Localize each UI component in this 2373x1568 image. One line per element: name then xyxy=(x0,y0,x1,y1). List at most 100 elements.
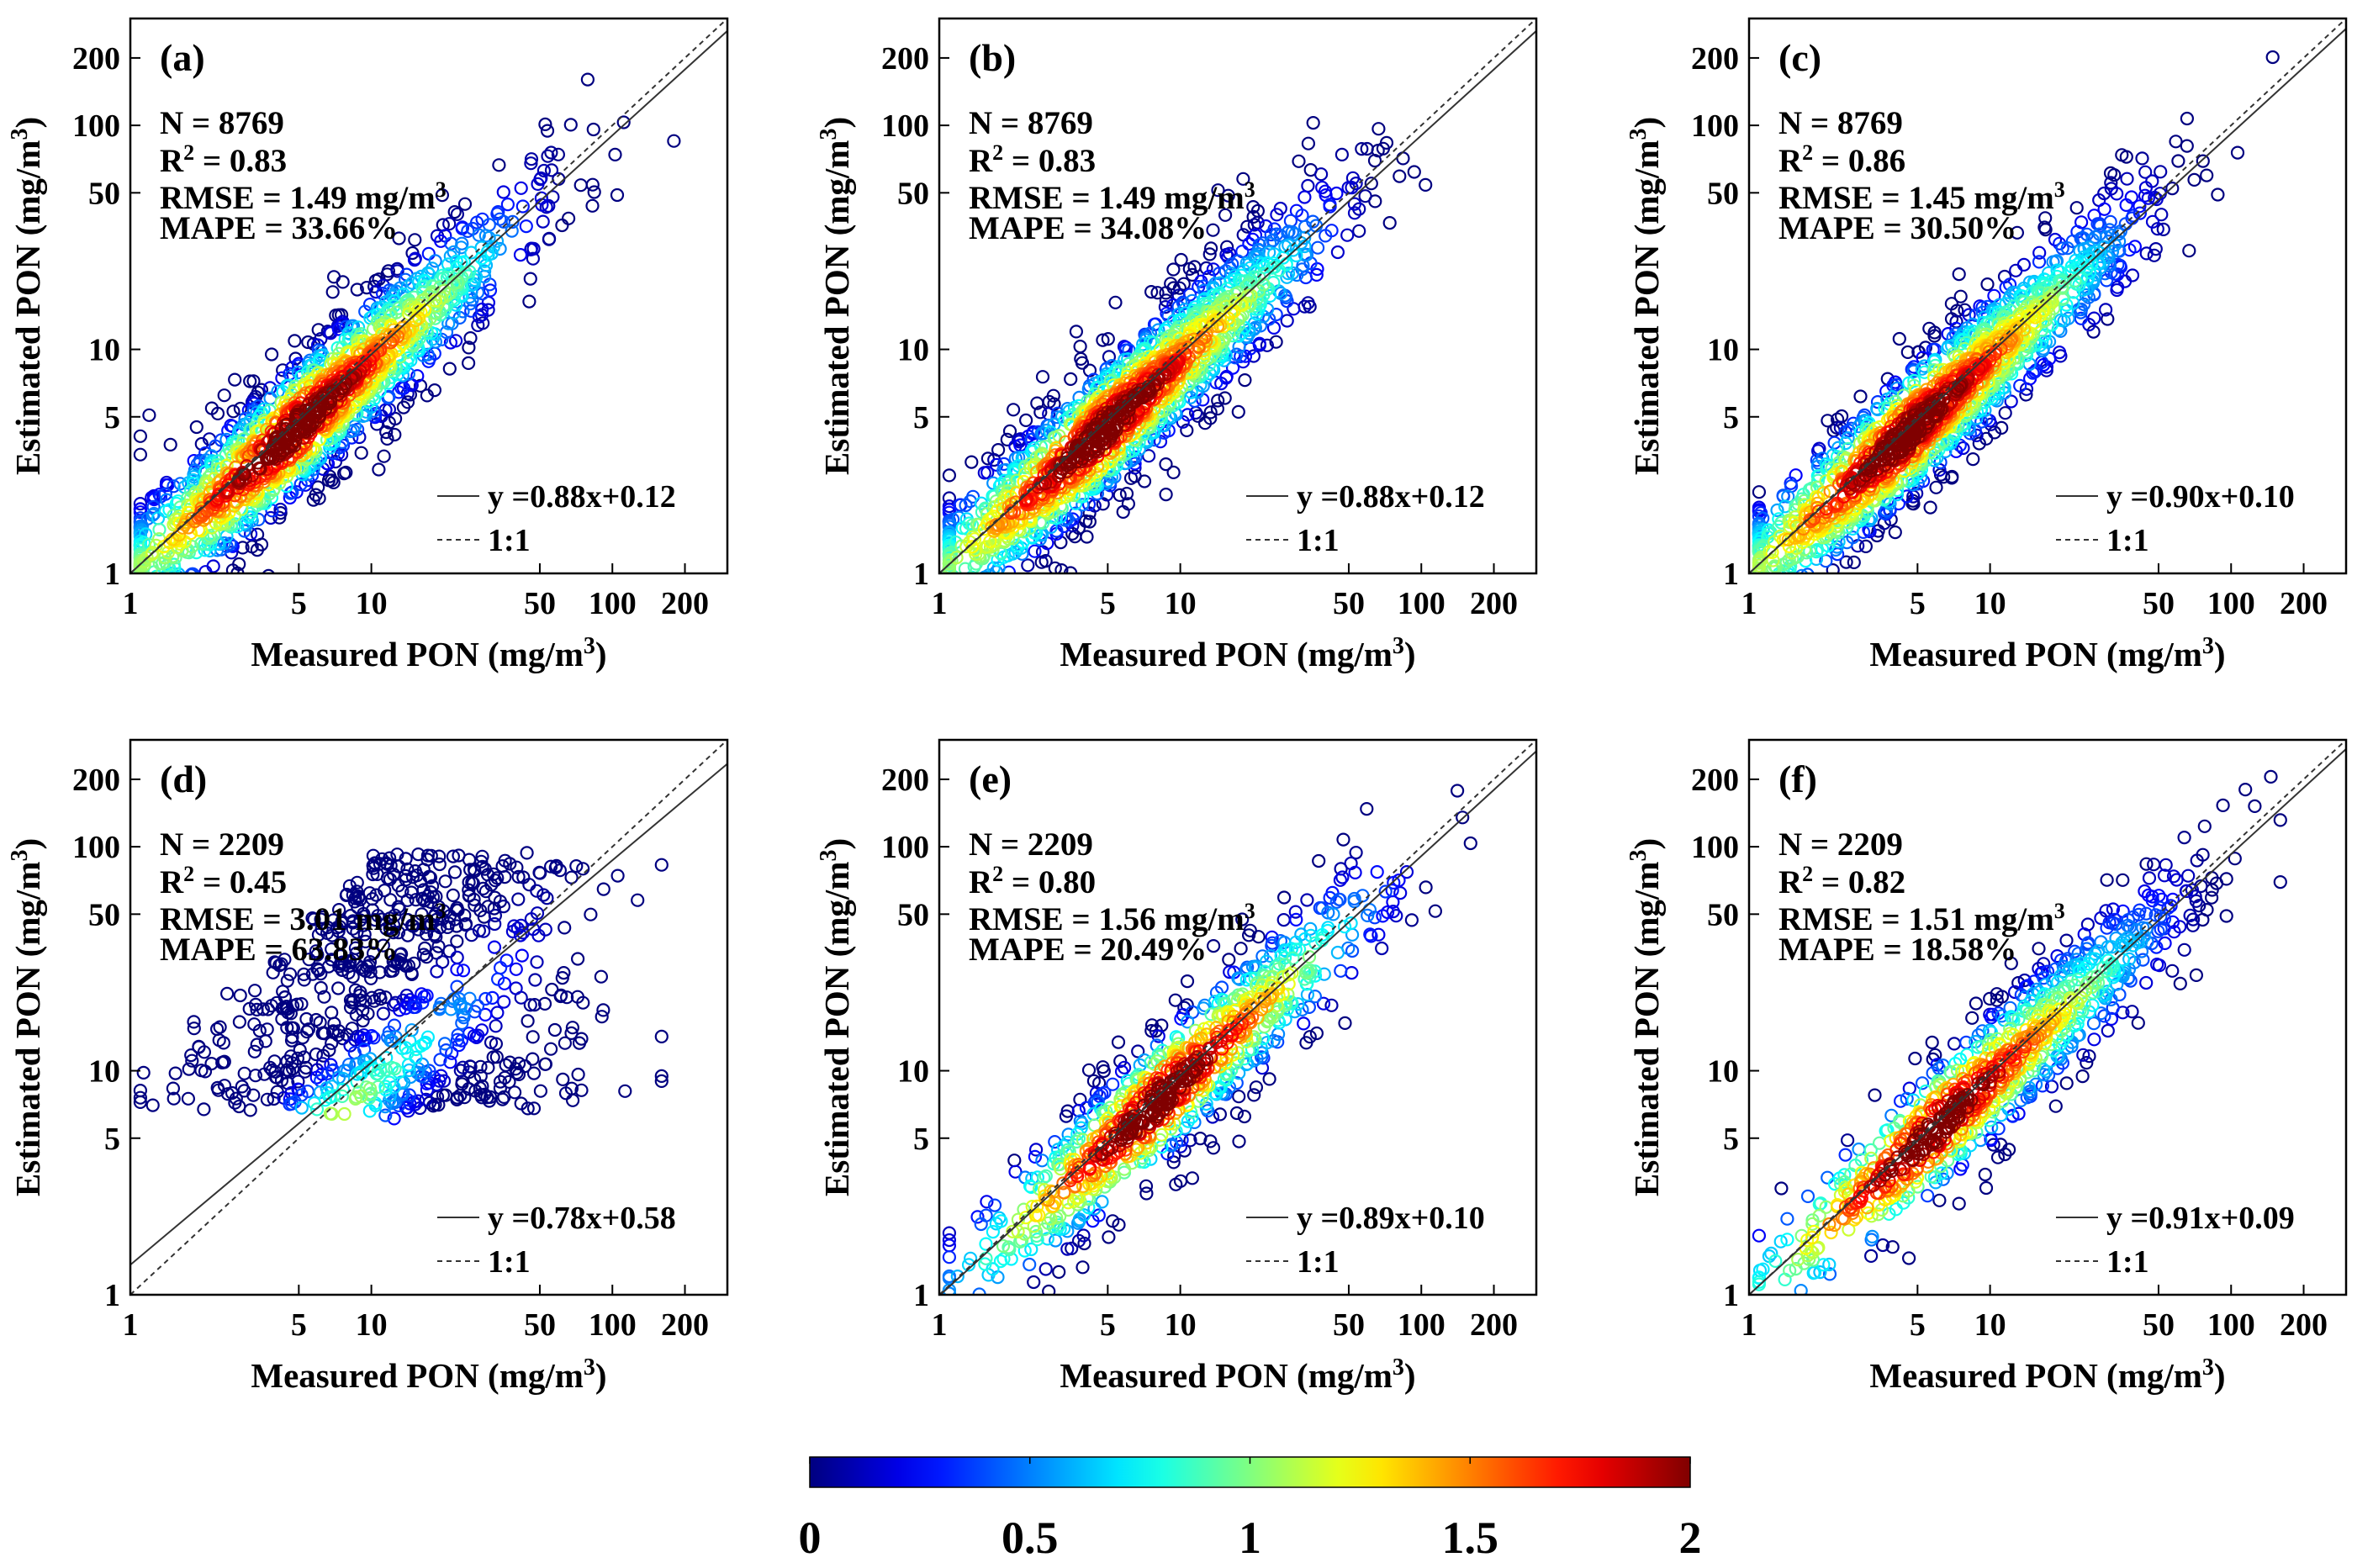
data-point xyxy=(309,944,323,958)
data-point xyxy=(156,587,167,599)
data-point xyxy=(997,580,1009,592)
data-point xyxy=(2111,280,2125,294)
data-point xyxy=(158,616,170,628)
data-point xyxy=(317,990,331,1004)
data-point xyxy=(166,613,178,625)
data-point xyxy=(1023,606,1035,618)
data-point xyxy=(1048,561,1062,573)
data-point xyxy=(282,431,296,446)
data-point xyxy=(1192,339,1206,353)
data-point xyxy=(1116,504,1130,520)
data-point xyxy=(1765,545,1779,560)
data-point xyxy=(608,147,622,161)
x-tick-label: 10 xyxy=(356,586,388,621)
data-point xyxy=(1329,186,1344,201)
data-point xyxy=(2154,165,2168,179)
data-point xyxy=(380,431,394,446)
data-point xyxy=(324,326,338,341)
data-point xyxy=(1219,240,1234,254)
x-tick-label: 1 xyxy=(1741,586,1757,621)
data-point xyxy=(136,555,151,569)
x-tick-label: 1 xyxy=(123,586,139,621)
data-point xyxy=(1858,462,1873,477)
legend-identity-label: 1:1 xyxy=(2106,523,2149,558)
data-point xyxy=(1847,555,1861,570)
data-point xyxy=(959,498,973,513)
data-point xyxy=(152,522,166,537)
data-point xyxy=(1768,559,1782,573)
data-point xyxy=(392,231,406,245)
data-point xyxy=(2004,394,2018,409)
data-point xyxy=(1953,289,1968,304)
data-point xyxy=(334,936,348,950)
stat-mape: MAPE = 34.08% xyxy=(969,210,1207,246)
data-point xyxy=(1215,350,1229,364)
data-point xyxy=(404,966,419,980)
data-point xyxy=(350,875,364,890)
data-point xyxy=(1219,369,1234,384)
data-point xyxy=(1768,603,1780,615)
data-point xyxy=(1821,414,1835,428)
data-point xyxy=(161,575,172,587)
data-point xyxy=(610,187,625,203)
y-tick-label: 5 xyxy=(104,400,120,436)
data-point xyxy=(1358,189,1372,203)
data-point xyxy=(177,578,189,589)
x-axis-label: Measured PON (mg/m3) xyxy=(1060,633,1415,674)
fit-line xyxy=(1749,28,2346,573)
data-point xyxy=(618,1084,632,1098)
data-point xyxy=(543,1042,558,1056)
data-point xyxy=(350,884,364,899)
data-point xyxy=(325,473,339,488)
data-point xyxy=(394,956,409,971)
data-point xyxy=(1945,469,1959,484)
data-point xyxy=(266,965,280,979)
data-point xyxy=(415,907,429,921)
data-point xyxy=(2180,111,2194,126)
data-point xyxy=(1811,504,1826,519)
x-tick-label: 5 xyxy=(291,586,307,621)
data-point xyxy=(167,577,179,589)
data-point xyxy=(980,465,995,480)
data-point xyxy=(198,565,213,573)
data-point xyxy=(1956,441,1970,456)
data-point xyxy=(325,285,340,299)
data-point xyxy=(163,437,177,452)
data-point xyxy=(293,1043,307,1058)
data-point xyxy=(1025,426,1040,441)
data-point xyxy=(1760,599,1772,610)
data-point xyxy=(400,279,415,293)
data-point xyxy=(980,451,996,466)
data-point xyxy=(1269,335,1283,349)
data-point xyxy=(333,949,348,964)
data-point xyxy=(185,567,199,573)
data-point xyxy=(133,447,147,462)
data-point xyxy=(584,907,598,921)
data-point xyxy=(1839,555,1853,569)
data-point xyxy=(1033,405,1048,420)
data-point xyxy=(1927,408,1942,422)
data-point xyxy=(986,561,1001,573)
data-point xyxy=(1002,474,1017,488)
data-point xyxy=(391,925,406,940)
data-point xyxy=(250,542,264,557)
data-point xyxy=(378,883,392,898)
data-point xyxy=(420,388,434,403)
data-point xyxy=(949,551,964,565)
data-point xyxy=(146,613,158,625)
data-point xyxy=(1306,116,1320,130)
data-point xyxy=(1998,406,2012,420)
data-point xyxy=(1183,390,1198,404)
data-point xyxy=(587,185,601,199)
data-point xyxy=(2154,208,2169,222)
data-point xyxy=(2013,378,2027,393)
data-point xyxy=(2107,168,2122,182)
data-point xyxy=(1853,389,1868,404)
data-point xyxy=(475,849,489,863)
data-point xyxy=(140,584,151,596)
data-point xyxy=(478,254,492,268)
data-point xyxy=(2101,312,2115,326)
data-point xyxy=(1379,135,1394,150)
data-point xyxy=(2021,309,2035,325)
